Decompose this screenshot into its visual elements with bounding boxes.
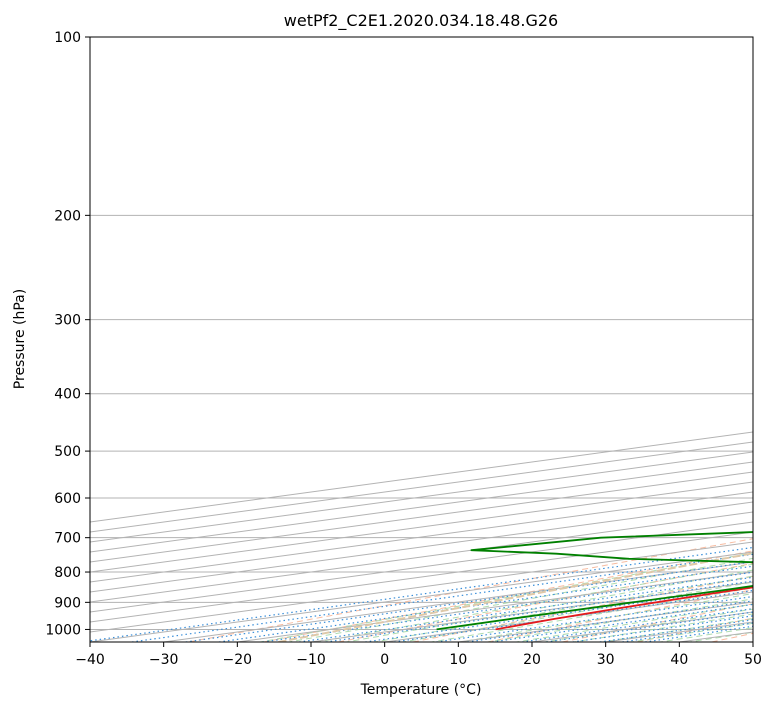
dry-adiabat-line: [412, 575, 753, 642]
y-axis-ticks: 100 200 300 400 500 600 700 800 900 1000: [45, 30, 90, 638]
x-axis-ticks: −40 −30 −20 −10 0 10 20 30 40 50: [75, 642, 762, 668]
dewpoint-line: [436, 531, 753, 631]
isotherm-line: [90, 511, 753, 603]
dry-adiabat-line: [636, 617, 753, 642]
moist-adiabat-line: [541, 608, 753, 642]
isotherm-line: [90, 491, 753, 583]
x-tick-label: 30: [597, 652, 615, 668]
chart-title: wetPf2_C2E1.2020.034.18.48.G26: [284, 11, 558, 31]
plot-area: -100-90-80-70-60-50-40-30-20-100.10.20.4…: [90, 37, 753, 642]
isotherm-line: [90, 481, 753, 573]
isotherm-line: [90, 451, 753, 543]
reference-curve: [278, 552, 753, 642]
x-tick-label: 40: [670, 652, 688, 668]
y-tick-label: 100: [54, 30, 81, 46]
isotherm-line: [384, 591, 753, 642]
isotherm-line: [679, 631, 753, 642]
dry-adiabat-line: [562, 603, 753, 642]
plot-frame: [89, 36, 754, 643]
dry-adiabat-line: [188, 538, 753, 642]
isotherm-line: [90, 461, 753, 553]
x-tick-label: 50: [744, 652, 762, 668]
y-tick-label: 300: [54, 313, 81, 329]
moist-adiabat-line: [685, 631, 753, 642]
mixing-ratio-line: [262, 571, 753, 642]
isotherm-line: [310, 581, 753, 642]
x-tick-label: 10: [449, 652, 467, 668]
mixing-ratio-line: [218, 565, 753, 642]
isotherm-line: [90, 551, 753, 642]
x-tick-label: −10: [296, 652, 326, 668]
mixing-ratio-line: [131, 553, 753, 642]
moist-adiabat-line: [484, 598, 753, 642]
x-tick-label: 0: [380, 652, 389, 668]
isotherm-line: [90, 521, 753, 613]
x-tick-label: −30: [149, 652, 179, 668]
isotherm-line: [90, 531, 753, 623]
dry-adiabat-line: [711, 632, 753, 642]
y-tick-label: 700: [54, 531, 81, 547]
mixing-ratio-line: [185, 561, 753, 642]
profile-series: [436, 531, 753, 631]
isotherm-line: [752, 641, 753, 642]
y-axis-title: Pressure (hPa): [12, 289, 28, 389]
moist-adiabat-line: [343, 569, 753, 642]
y-tick-label: 1000: [45, 622, 81, 638]
x-axis-title: Temperature (°C): [360, 682, 482, 698]
y-tick-label: 200: [54, 208, 81, 224]
y-tick-label: 600: [54, 491, 81, 507]
mixing-ratio-line: [599, 619, 753, 642]
isotherm-line: [90, 541, 753, 633]
y-tick-label: 400: [54, 387, 81, 403]
moist-adiabat-line: [428, 587, 753, 642]
reference-curve-line: [278, 552, 753, 642]
mixing-ratio-lines: [90, 546, 753, 642]
dry-adiabats: [188, 538, 753, 642]
dry-adiabat-line: [338, 562, 753, 642]
moist-adiabat-line: [656, 627, 753, 642]
x-tick-label: −40: [75, 652, 105, 668]
y-tick-label: 500: [54, 444, 81, 460]
isotherm-line: [531, 611, 753, 642]
y-tick-label: 900: [54, 595, 81, 611]
x-tick-label: 20: [523, 652, 541, 668]
isotherms: [90, 431, 753, 642]
moist-adiabat-line: [400, 581, 753, 642]
moist-adiabat-line: [314, 563, 753, 642]
mixing-ratio-line: [299, 576, 753, 642]
moist-adiabat-line: [570, 613, 753, 642]
temperature-line: [495, 586, 753, 631]
isotherm-line: [90, 471, 753, 563]
moist-adiabat-line: [513, 603, 753, 642]
moist-adiabat-line: [371, 575, 753, 642]
pressure-gridlines: [90, 37, 753, 630]
moist-adiabat-line: [286, 557, 753, 642]
x-tick-label: −20: [223, 652, 253, 668]
isotherm-line: [90, 501, 753, 593]
y-tick-label: 800: [54, 565, 81, 581]
